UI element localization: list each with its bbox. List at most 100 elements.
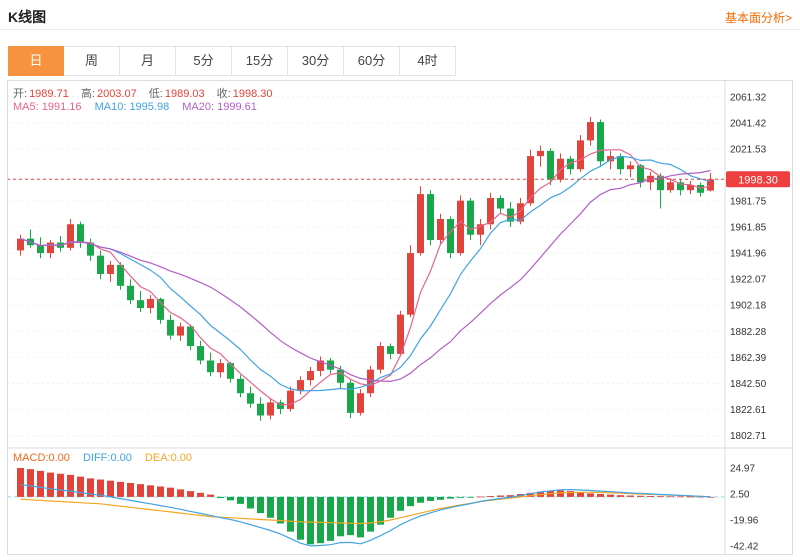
candle-body (657, 175, 664, 191)
tab-30min[interactable]: 30分 (288, 46, 344, 76)
candle-body (357, 393, 364, 413)
macd-hist-bar (427, 496, 434, 501)
candle-body (567, 158, 574, 170)
macd-axis-label: -19.96 (730, 516, 759, 527)
candle-body (97, 255, 104, 275)
chart-canvas[interactable]: 2061.32 2041.42 2021.53 1981.75 1961.85 1941.… (7, 80, 793, 555)
candle-body (607, 156, 614, 162)
candle-body (207, 360, 214, 373)
candle-body (497, 198, 504, 209)
macd-hist-bar (507, 495, 514, 497)
macd-hist-bar (677, 496, 684, 498)
ma10-line (20, 155, 711, 392)
ma20-line (20, 169, 711, 383)
macd-hist-bar (277, 496, 284, 524)
macd-hist-bar (457, 496, 464, 498)
macd-hist-bar (27, 469, 34, 497)
macd-hist-bar (157, 486, 164, 497)
candle-body (637, 165, 644, 183)
tab-4hour[interactable]: 4时 (400, 46, 456, 76)
macd-axis-label: 2.50 (730, 490, 750, 501)
chart-container: 2061.32 2041.42 2021.53 1981.75 1961.85 1941.… (7, 80, 793, 555)
macd-hist-bar (337, 496, 344, 537)
candle-body (697, 184, 704, 193)
macd-hist-bar (577, 492, 584, 497)
macd-hist-bar (307, 496, 314, 545)
candle-body (577, 140, 584, 170)
macd-hist-bar (347, 496, 354, 536)
candle-body (117, 264, 124, 286)
macd-hist-bar (207, 494, 214, 497)
y-axis-label: 2061.32 (730, 92, 767, 103)
macd-hist-bar (487, 495, 494, 497)
candle-body (517, 203, 524, 222)
tab-week[interactable]: 周 (64, 46, 120, 76)
macd-hist-bar (617, 495, 624, 497)
ma5-line (20, 149, 711, 406)
macd-hist-bar (407, 496, 414, 507)
macd-hist-bar (87, 478, 94, 497)
macd-hist-bar (367, 496, 374, 532)
candle-body (487, 198, 494, 225)
macd-hist-bar (637, 495, 644, 497)
y-axis-label: 2041.42 (730, 118, 767, 129)
candle-body (217, 363, 224, 373)
fundamental-analysis-link[interactable]: 基本面分析> (724, 11, 792, 25)
candle-body (297, 380, 304, 391)
y-axis-label: 1842.50 (730, 379, 767, 390)
y-axis-label: 1802.71 (730, 431, 767, 442)
candle-body (347, 382, 354, 413)
macd-hist-bar (377, 496, 384, 525)
candle-body (237, 378, 244, 394)
candle-body (147, 298, 154, 309)
candle-body (137, 300, 144, 309)
current-price-tag (726, 171, 790, 188)
dea-line (20, 491, 711, 525)
candle-body (307, 370, 314, 381)
candle-body (317, 360, 324, 371)
macd-hist-bar (187, 491, 194, 497)
candle-body (107, 264, 114, 275)
y-axis-label: 1822.61 (730, 405, 767, 416)
tab-5min[interactable]: 5分 (176, 46, 232, 76)
candle-body (337, 369, 344, 383)
candle-body (477, 224, 484, 235)
macd-hist-bar (227, 496, 234, 501)
tab-15min[interactable]: 15分 (232, 46, 288, 76)
tab-month[interactable]: 月 (120, 46, 176, 76)
macd-hist-bar (667, 496, 674, 498)
candle-body (177, 326, 184, 336)
macd-hist-bar (707, 496, 714, 498)
y-axis-label: 1902.18 (730, 301, 767, 312)
y-axis-label: 1862.39 (730, 353, 767, 364)
macd-hist-bar (657, 496, 664, 498)
macd-hist-bar (137, 484, 144, 497)
tab-60min[interactable]: 60分 (344, 46, 400, 76)
macd-hist-bar (647, 495, 654, 497)
macd-hist-bar (247, 496, 254, 509)
candle-body (367, 369, 374, 394)
macd-hist-bar (197, 492, 204, 497)
y-axis-label: 1941.96 (730, 249, 767, 260)
macd-hist-bar (607, 494, 614, 497)
candle-body (437, 219, 444, 240)
macd-hist-bar (287, 496, 294, 532)
candle-body (667, 182, 674, 191)
candle-body (397, 314, 404, 354)
macd-hist-bar (447, 496, 454, 499)
macd-hist-bar (477, 496, 484, 498)
macd-hist-bar (147, 485, 154, 497)
candle-body (77, 224, 84, 243)
tab-day[interactable]: 日 (8, 46, 64, 76)
macd-hist-bar (387, 496, 394, 518)
macd-hist-bar (687, 496, 694, 498)
candle-body (447, 219, 454, 254)
candle-body (287, 390, 294, 409)
candle-body (257, 403, 264, 416)
macd-hist-bar (217, 496, 224, 499)
candle-body (187, 326, 194, 347)
macd-hist-bar (497, 495, 504, 497)
macd-hist-bar (17, 467, 24, 497)
candle-body (457, 200, 464, 254)
macd-hist-bar (237, 496, 244, 504)
